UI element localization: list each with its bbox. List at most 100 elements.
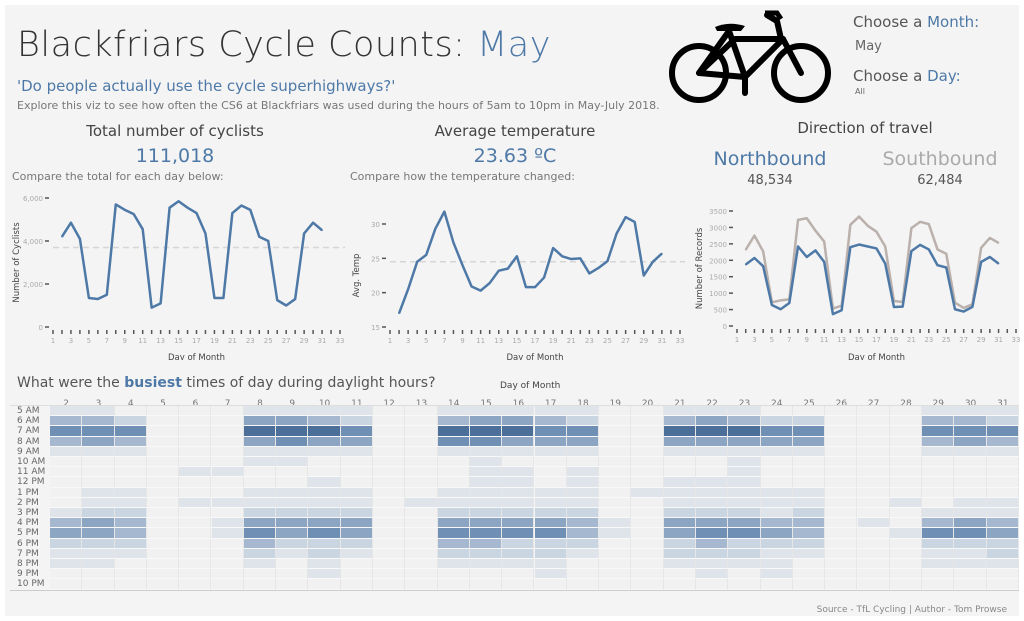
heatmap-cell[interactable] — [986, 559, 1019, 570]
heatmap-cell[interactable] — [760, 446, 793, 457]
heatmap-cell[interactable] — [308, 579, 341, 590]
heatmap-cell[interactable] — [50, 579, 83, 590]
heatmap-cell[interactable] — [760, 579, 793, 590]
heatmap-cell[interactable] — [857, 416, 890, 427]
heatmap-cell[interactable] — [954, 497, 987, 508]
heatmap-cell[interactable] — [82, 406, 115, 417]
heatmap-cell[interactable] — [179, 487, 212, 498]
heatmap-cell[interactable] — [696, 406, 729, 417]
heatmap-cell[interactable] — [405, 457, 438, 468]
heatmap-cell[interactable] — [728, 548, 761, 559]
heatmap-cell[interactable] — [954, 487, 987, 498]
heatmap-cell[interactable] — [889, 569, 923, 580]
heatmap-cell[interactable] — [276, 436, 309, 447]
heatmap-cell[interactable] — [631, 528, 664, 539]
heatmap-cell[interactable] — [469, 436, 503, 447]
heatmap-cell[interactable] — [534, 436, 567, 447]
heatmap-cell[interactable] — [986, 548, 1019, 559]
heatmap-cell[interactable] — [857, 467, 890, 478]
heatmap-cell[interactable] — [340, 579, 373, 590]
heatmap-cell[interactable] — [922, 426, 955, 437]
heatmap-cell[interactable] — [502, 406, 535, 417]
heatmap-cell[interactable] — [276, 559, 309, 570]
heatmap-cell[interactable] — [534, 426, 567, 437]
heatmap-cell[interactable] — [696, 528, 729, 539]
heatmap-cell[interactable] — [986, 426, 1019, 437]
heatmap-cell[interactable] — [631, 548, 664, 559]
heatmap-cell[interactable] — [792, 416, 826, 427]
heatmap-cell[interactable] — [534, 416, 567, 427]
heatmap-cell[interactable] — [599, 487, 632, 498]
heatmap-cell[interactable] — [954, 416, 987, 427]
heatmap-cell[interactable] — [82, 497, 115, 508]
heatmap-cell[interactable] — [986, 487, 1019, 498]
heatmap-cell[interactable] — [243, 559, 277, 570]
heatmap-cell[interactable] — [889, 548, 923, 559]
heatmap-cell[interactable] — [696, 446, 729, 457]
heatmap-cell[interactable] — [728, 406, 761, 417]
heatmap-cell[interactable] — [114, 538, 147, 549]
heatmap-cell[interactable] — [179, 467, 212, 478]
heatmap-cell[interactable] — [211, 457, 244, 468]
heatmap-cell[interactable] — [954, 426, 987, 437]
heatmap-cell[interactable] — [566, 467, 600, 478]
heatmap-cell[interactable] — [792, 508, 826, 519]
heatmap-cell[interactable] — [954, 538, 987, 549]
heatmap-cell[interactable] — [82, 436, 115, 447]
heatmap-cell[interactable] — [308, 416, 341, 427]
heatmap-cell[interactable] — [114, 426, 147, 437]
heatmap-cell[interactable] — [889, 457, 923, 468]
heatmap-cell[interactable] — [373, 559, 406, 570]
heatmap-cell[interactable] — [502, 477, 535, 488]
heatmap-cell[interactable] — [986, 477, 1019, 488]
heatmap-cell[interactable] — [469, 457, 503, 468]
heatmap-cell[interactable] — [211, 579, 244, 590]
heatmap-cell[interactable] — [954, 446, 987, 457]
heatmap-cell[interactable] — [276, 579, 309, 590]
heatmap-cell[interactable] — [469, 569, 503, 580]
heatmap-cell[interactable] — [502, 508, 535, 519]
heatmap-cell[interactable] — [760, 518, 793, 529]
heatmap-cell[interactable] — [696, 426, 729, 437]
heatmap-cell[interactable] — [469, 487, 503, 498]
heatmap-cell[interactable] — [146, 497, 180, 508]
heatmap-cell[interactable] — [405, 497, 438, 508]
heatmap-cell[interactable] — [373, 436, 406, 447]
heatmap-cell[interactable] — [405, 446, 438, 457]
heatmap-cell[interactable] — [437, 579, 470, 590]
heatmap-cell[interactable] — [631, 487, 664, 498]
heatmap-cell[interactable] — [405, 508, 438, 519]
heatmap-cell[interactable] — [114, 559, 147, 570]
heatmap-cell[interactable] — [437, 538, 470, 549]
heatmap-cell[interactable] — [566, 477, 600, 488]
heatmap-cell[interactable] — [502, 487, 535, 498]
heatmap-cell[interactable] — [954, 467, 987, 478]
heatmap-cell[interactable] — [340, 467, 373, 478]
heatmap-cell[interactable] — [599, 497, 632, 508]
heatmap-cell[interactable] — [599, 416, 632, 427]
heatmap-cell[interactable] — [340, 518, 373, 529]
heatmap-cell[interactable] — [857, 457, 890, 468]
heatmap-cell[interactable] — [663, 497, 696, 508]
heatmap-cell[interactable] — [534, 538, 567, 549]
heatmap-cell[interactable] — [469, 497, 503, 508]
heatmap-cell[interactable] — [728, 426, 761, 437]
heatmap-cell[interactable] — [373, 497, 406, 508]
heatmap-cell[interactable] — [243, 467, 277, 478]
heatmap-cell[interactable] — [243, 436, 277, 447]
heatmap-cell[interactable] — [922, 487, 955, 498]
day-filter-dropdown[interactable]: All — [855, 87, 865, 96]
heatmap-cell[interactable] — [566, 436, 600, 447]
heatmap-cell[interactable] — [889, 436, 923, 447]
heatmap-cell[interactable] — [792, 477, 826, 488]
heatmap-cell[interactable] — [825, 436, 858, 447]
heatmap-cell[interactable] — [760, 426, 793, 437]
heatmap-cell[interactable] — [276, 538, 309, 549]
heatmap-cell[interactable] — [502, 416, 535, 427]
heatmap-cell[interactable] — [308, 426, 341, 437]
heatmap-cell[interactable] — [373, 406, 406, 417]
heatmap-cell[interactable] — [857, 569, 890, 580]
heatmap-cell[interactable] — [469, 477, 503, 488]
heatmap-cell[interactable] — [146, 416, 180, 427]
heatmap-cell[interactable] — [82, 579, 115, 590]
